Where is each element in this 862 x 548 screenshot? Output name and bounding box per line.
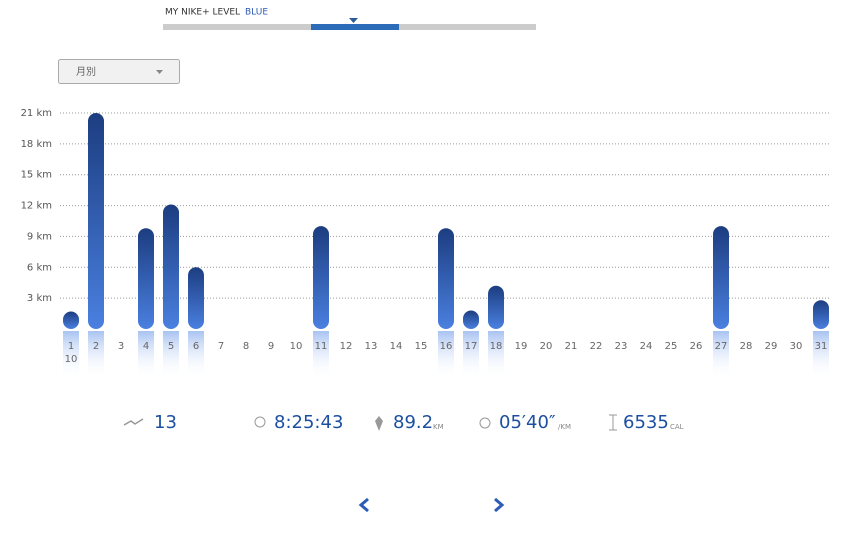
bar — [138, 228, 154, 329]
level-label: MY NIKE+ LEVEL — [165, 8, 240, 18]
bar-reflection — [813, 331, 829, 379]
bar — [488, 285, 504, 329]
prev-button[interactable] — [358, 497, 369, 513]
x-tick-label: 25 — [665, 341, 678, 352]
y-tick-label: 18 km — [21, 139, 52, 150]
bar-reflection — [163, 331, 179, 379]
y-tick-label: 9 km — [27, 231, 52, 242]
x-tick-label: 19 — [515, 341, 528, 352]
x-tick-label: 9 — [268, 341, 274, 352]
x-tick-label: 27 — [715, 341, 728, 352]
x-tick-label: 28 — [740, 341, 753, 352]
level-current — [311, 24, 399, 30]
level-pointer — [349, 18, 358, 23]
x-tick-label: 31 — [815, 341, 828, 352]
runs: 13 — [154, 412, 177, 433]
bar — [188, 267, 204, 329]
distance-unit: KM — [433, 423, 444, 431]
x-tick-label: 12 — [340, 341, 353, 352]
x-tick-label: 14 — [390, 341, 403, 352]
duration: 8:25:43 — [274, 412, 343, 433]
bar-reflection — [63, 331, 79, 379]
bar-reflection — [188, 331, 204, 379]
bar — [713, 226, 729, 329]
x-tick-label: 5 — [168, 341, 174, 352]
month-label: 10 — [65, 354, 78, 365]
x-tick-label: 2 — [93, 341, 99, 352]
bar-reflection — [713, 331, 729, 379]
x-tick-label: 30 — [790, 341, 803, 352]
y-tick-label: 15 km — [21, 170, 52, 181]
x-tick-label: 15 — [415, 341, 428, 352]
y-tick-label: 12 km — [21, 201, 52, 212]
bar-reflection — [88, 331, 104, 379]
x-tick-label: 26 — [690, 341, 703, 352]
x-tick-label: 20 — [540, 341, 553, 352]
bar — [813, 300, 829, 329]
calories-unit: CAL — [670, 423, 684, 431]
x-tick-label: 8 — [243, 341, 249, 352]
x-tick-label: 1 — [68, 341, 74, 352]
x-tick-label: 17 — [465, 341, 478, 352]
y-tick-label: 3 km — [27, 293, 52, 304]
x-tick-label: 7 — [218, 341, 224, 352]
dropdown-label: 月別 — [76, 66, 96, 78]
bar — [438, 228, 454, 329]
bar — [313, 226, 329, 329]
x-tick-label: 10 — [290, 341, 303, 352]
x-tick-label: 22 — [590, 341, 603, 352]
distance: 89.2 — [393, 412, 433, 433]
x-tick-label: 3 — [118, 341, 124, 352]
bar-reflection — [463, 331, 479, 379]
bar-reflection — [313, 331, 329, 379]
bar-reflection — [438, 331, 454, 379]
y-tick-label: 21 km — [21, 108, 52, 119]
dropdown[interactable]: 月別 — [58, 59, 180, 84]
x-tick-label: 24 — [640, 341, 653, 352]
x-tick-label: 11 — [315, 341, 328, 352]
bar — [63, 311, 79, 329]
x-tick-label: 16 — [440, 341, 453, 352]
bar — [163, 204, 179, 329]
pace-unit: /KM — [558, 423, 571, 431]
stats: 13 8:25:43 89.2 KM 05′40″ /KM 6535 CAL — [123, 412, 684, 433]
x-tick-label: 21 — [565, 341, 578, 352]
x-tick-label: 6 — [193, 341, 199, 352]
x-tick-label: 4 — [143, 341, 149, 352]
x-tick-label: 18 — [490, 341, 503, 352]
y-tick-label: 6 km — [27, 262, 52, 273]
bar-reflection — [488, 331, 504, 379]
bar — [88, 113, 104, 329]
x-tick-label: 23 — [615, 341, 628, 352]
x-tick-label: 13 — [365, 341, 378, 352]
bar — [463, 310, 479, 329]
pace: 05′40″ — [499, 412, 556, 433]
x-tick-label: 29 — [765, 341, 778, 352]
level-value: BLUE — [245, 8, 268, 18]
calories: 6535 — [623, 412, 669, 433]
bar-reflection — [138, 331, 154, 379]
next-button[interactable] — [494, 497, 505, 513]
